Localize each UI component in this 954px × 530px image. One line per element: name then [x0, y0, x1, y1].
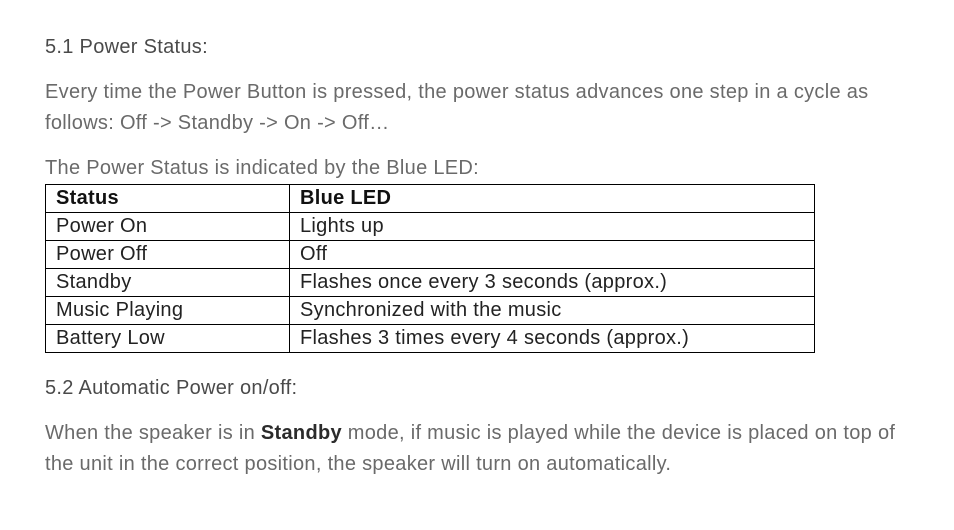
section-5-1-table-caption: The Power Status is indicated by the Blu…: [45, 157, 909, 180]
section-5-2-heading: 5.2 Automatic Power on/off:: [45, 377, 909, 400]
section-5-1-paragraph: Every time the Power Button is pressed, …: [45, 77, 909, 139]
table-cell-status: Power Off: [46, 241, 290, 269]
table-row: Standby Flashes once every 3 seconds (ap…: [46, 269, 815, 297]
section-spacer: [45, 353, 909, 377]
table-cell-status: Music Playing: [46, 297, 290, 325]
table-cell-status: Power On: [46, 213, 290, 241]
table-header-led: Blue LED: [290, 185, 815, 213]
section-5-1-heading: 5.1 Power Status:: [45, 36, 909, 59]
table-row: Battery Low Flashes 3 times every 4 seco…: [46, 325, 815, 353]
table-cell-led: Flashes 3 times every 4 seconds (approx.…: [290, 325, 815, 353]
document-page: 5.1 Power Status: Every time the Power B…: [0, 0, 954, 518]
para-text-bold-standby: Standby: [261, 422, 342, 444]
table-cell-status: Standby: [46, 269, 290, 297]
table-cell-led: Flashes once every 3 seconds (approx.): [290, 269, 815, 297]
table-cell-led: Off: [290, 241, 815, 269]
table-row: Music Playing Synchronized with the musi…: [46, 297, 815, 325]
table-header-status: Status: [46, 185, 290, 213]
table-cell-led: Lights up: [290, 213, 815, 241]
table-header-row: Status Blue LED: [46, 185, 815, 213]
table-row: Power Off Off: [46, 241, 815, 269]
section-5-2-paragraph: When the speaker is in Standby mode, if …: [45, 418, 909, 480]
para-text-pre: When the speaker is in: [45, 422, 261, 444]
power-status-table: Status Blue LED Power On Lights up Power…: [45, 184, 815, 353]
table-cell-status: Battery Low: [46, 325, 290, 353]
table-cell-led: Synchronized with the music: [290, 297, 815, 325]
table-row: Power On Lights up: [46, 213, 815, 241]
